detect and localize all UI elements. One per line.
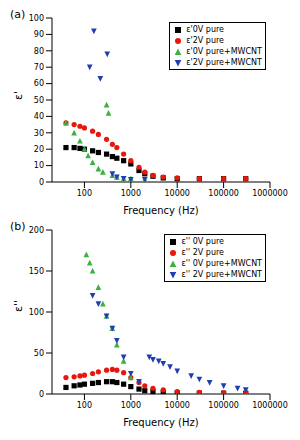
svg-text:80: 80 — [34, 47, 44, 56]
svg-text:150: 150 — [29, 267, 44, 276]
svg-text:1000: 1000 — [121, 401, 141, 410]
svg-text:100: 100 — [77, 189, 92, 198]
svg-text:50: 50 — [34, 349, 44, 358]
svg-text:60: 60 — [34, 79, 44, 88]
svg-text:1000: 1000 — [121, 189, 141, 198]
html-text:ε'0V pure+MWCNT: ε'0V pure+MWCNT — [186, 47, 262, 56]
svg-text:40: 40 — [34, 112, 44, 121]
svg-text:100: 100 — [29, 308, 44, 317]
html-text:ε'' 2V pure: ε'' 2V pure — [181, 248, 224, 257]
svg-text:200: 200 — [29, 226, 44, 235]
html-text:(a): (a) — [10, 8, 26, 21]
svg-text:10000: 10000 — [164, 401, 189, 410]
svg-text:1000000: 1000000 — [252, 401, 288, 410]
svg-text:10: 10 — [34, 161, 44, 170]
svg-text:Frequency (Hz): Frequency (Hz) — [123, 417, 199, 428]
html-text:ε'0V pure: ε'0V pure — [186, 25, 224, 34]
svg-text:1000000: 1000000 — [252, 189, 288, 198]
svg-text:100000: 100000 — [208, 401, 239, 410]
svg-text:ε'': ε'' — [12, 300, 25, 312]
svg-text:20: 20 — [34, 145, 44, 154]
svg-text:100000: 100000 — [208, 189, 239, 198]
svg-text:50: 50 — [34, 96, 44, 105]
svg-text:Frequency (Hz): Frequency (Hz) — [123, 205, 199, 216]
svg-text:10000: 10000 — [164, 189, 189, 198]
html-text:ε'2V pure: ε'2V pure — [186, 36, 224, 45]
html-text:ε'' 2V pure+MWCNT: ε'' 2V pure+MWCNT — [181, 270, 262, 279]
svg-text:0: 0 — [39, 390, 44, 399]
html-text:ε'2V pure+MWCNT: ε'2V pure+MWCNT — [186, 58, 262, 67]
svg-text:30: 30 — [34, 129, 44, 138]
svg-text:70: 70 — [34, 63, 44, 72]
svg-text:100: 100 — [77, 401, 92, 410]
svg-text:100: 100 — [29, 14, 44, 23]
svg-text:90: 90 — [34, 30, 44, 39]
svg-text:ε': ε' — [12, 91, 25, 100]
html-text:ε'' 0V pure+MWCNT: ε'' 0V pure+MWCNT — [181, 259, 262, 268]
html-text:ε'' 0V pure: ε'' 0V pure — [181, 237, 224, 246]
svg-text:0: 0 — [39, 178, 44, 187]
html-text:(b): (b) — [10, 220, 26, 233]
